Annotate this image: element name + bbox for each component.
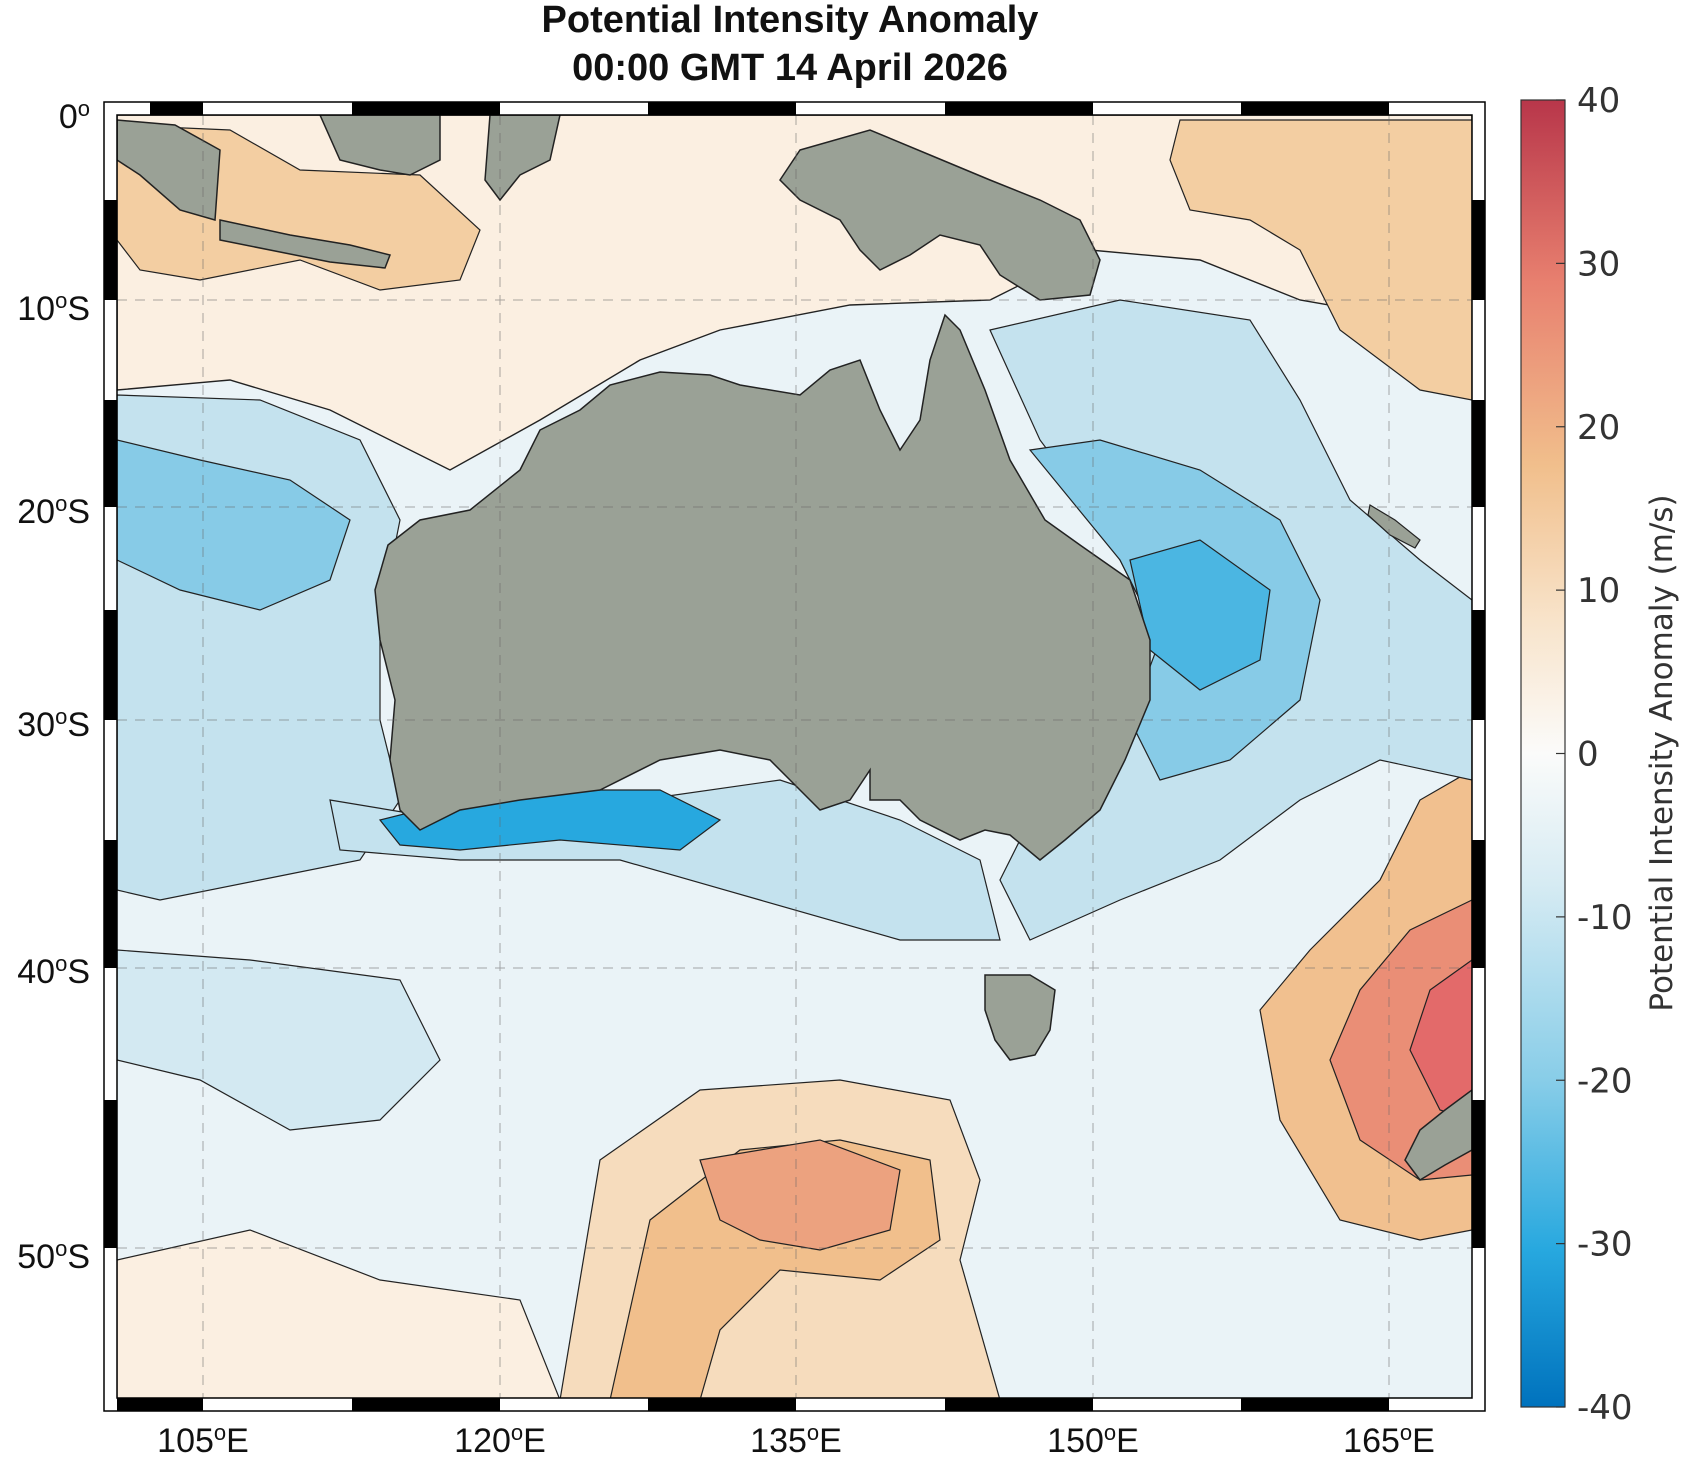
map-field (117, 115, 1472, 1398)
lat-label-30s: 30oS (17, 704, 90, 745)
colorbar: 40 30 20 10 0 -10 -20 -30 -40 Potential Intensit… (1520, 81, 1680, 1428)
colorbar-ticks: 40 30 20 10 0 -10 -20 -30 -40 (1556, 81, 1633, 1428)
colorbar-gradient (1520, 99, 1566, 1408)
map-frame (103, 101, 1486, 1412)
land-borneo-sulawesi (319, 115, 441, 176)
colorbar-tick-label: -30 (1577, 1225, 1633, 1265)
latitude-axis: 0o 10oS 20oS 30oS 40oS 50oS (17, 96, 90, 1277)
anomaly-region-southern-ocean-light (117, 949, 441, 1131)
land-java (219, 219, 392, 269)
land-masses (117, 115, 1472, 1181)
lon-label-135e: 135oE (750, 1420, 842, 1459)
anomaly-region-indian-ocean-mid (117, 439, 351, 611)
map-subtitle-datetime: 00:00 GMT 14 April 2026 (572, 47, 1008, 89)
land-sumatra-java (117, 119, 221, 221)
anomaly-region-north-orange-east (1169, 119, 1472, 401)
land-australia (374, 313, 1151, 861)
colorbar-tick-label: -40 (1577, 1388, 1633, 1428)
anomaly-region-southwest-positive (117, 1229, 560, 1398)
colorbar-title: Potential Intensity Anomaly (m/s) (1644, 494, 1680, 1011)
lon-label-105e: 105oE (157, 1420, 249, 1459)
colorbar-tick-label: 20 (1577, 408, 1620, 448)
lat-label-20s: 20oS (17, 491, 90, 532)
land-new-caledonia (1367, 504, 1421, 549)
land-sulawesi (484, 115, 561, 202)
land-new-zealand-south (1404, 1089, 1472, 1181)
colorbar-tick-label: -20 (1577, 1061, 1633, 1101)
longitude-axis: 105oE 120oE 135oE 150oE 165oE (157, 1420, 1435, 1459)
colorbar-tick-label: -10 (1577, 898, 1633, 938)
anomaly-region-south-salmon (699, 1139, 901, 1251)
colorbar-tick-label: 30 (1577, 244, 1620, 284)
anomaly-region-southeast-core (1409, 959, 1472, 1121)
map-title: Potential Intensity Anomaly (542, 0, 1039, 41)
colorbar-tick-label: 0 (1577, 735, 1599, 775)
lat-label-10s: 10oS (17, 288, 90, 329)
land-tasmania (984, 974, 1056, 1061)
colorbar-tick-label: 40 (1577, 81, 1620, 121)
lon-label-150e: 150oE (1047, 1420, 1139, 1459)
lat-label-0: 0o (59, 96, 90, 137)
anomaly-region-southeast-strong (1329, 899, 1472, 1181)
lon-label-120e: 120oE (454, 1420, 546, 1459)
lat-label-50s: 50oS (17, 1236, 90, 1277)
lat-label-40s: 40oS (17, 951, 90, 992)
lon-label-165e: 165oE (1343, 1420, 1435, 1459)
graticule (117, 115, 1472, 1398)
colorbar-tick-label: 10 (1577, 571, 1620, 611)
land-new-guinea (779, 129, 1101, 301)
